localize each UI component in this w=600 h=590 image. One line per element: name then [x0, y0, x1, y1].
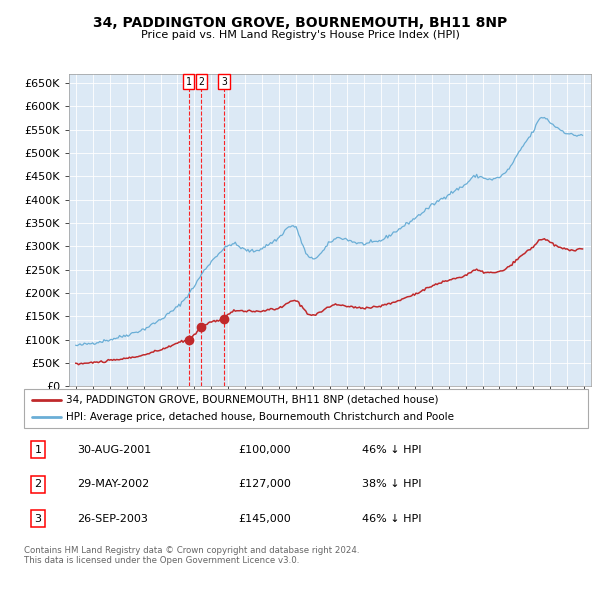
Text: 46% ↓ HPI: 46% ↓ HPI	[362, 444, 422, 454]
Text: 30-AUG-2001: 30-AUG-2001	[77, 444, 152, 454]
Text: This data is licensed under the Open Government Licence v3.0.: This data is licensed under the Open Gov…	[24, 556, 299, 565]
Text: 46% ↓ HPI: 46% ↓ HPI	[362, 514, 422, 524]
Text: Price paid vs. HM Land Registry's House Price Index (HPI): Price paid vs. HM Land Registry's House …	[140, 30, 460, 40]
Text: 1: 1	[35, 444, 41, 454]
Text: £100,000: £100,000	[238, 444, 291, 454]
Text: 1: 1	[186, 77, 191, 87]
Text: 29-MAY-2002: 29-MAY-2002	[77, 479, 150, 489]
Text: 2: 2	[199, 77, 205, 87]
Text: 38% ↓ HPI: 38% ↓ HPI	[362, 479, 422, 489]
Text: 2: 2	[35, 479, 41, 489]
Text: 3: 3	[35, 514, 41, 524]
Text: £127,000: £127,000	[238, 479, 291, 489]
Text: £145,000: £145,000	[238, 514, 291, 524]
Text: 26-SEP-2003: 26-SEP-2003	[77, 514, 148, 524]
Text: 34, PADDINGTON GROVE, BOURNEMOUTH, BH11 8NP: 34, PADDINGTON GROVE, BOURNEMOUTH, BH11 …	[93, 16, 507, 30]
Text: 3: 3	[221, 77, 227, 87]
Text: 34, PADDINGTON GROVE, BOURNEMOUTH, BH11 8NP (detached house): 34, PADDINGTON GROVE, BOURNEMOUTH, BH11 …	[66, 395, 439, 405]
Text: HPI: Average price, detached house, Bournemouth Christchurch and Poole: HPI: Average price, detached house, Bour…	[66, 412, 454, 422]
Text: Contains HM Land Registry data © Crown copyright and database right 2024.: Contains HM Land Registry data © Crown c…	[24, 546, 359, 555]
